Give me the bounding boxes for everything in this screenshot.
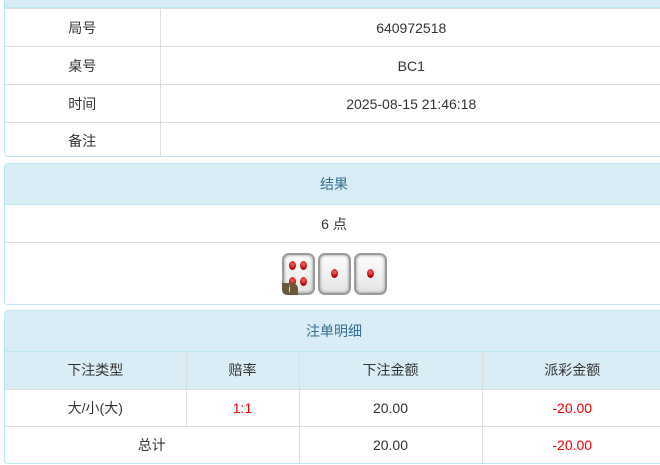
panel-header <box>5 0 660 8</box>
header-amount: 下注金额 <box>298 352 483 390</box>
die-pip <box>300 260 308 270</box>
table-row: 桌号 BC1 <box>5 46 660 85</box>
header-payout: 派彩金额 <box>481 352 660 390</box>
label-time: 时间 <box>5 84 161 123</box>
value-round: 640972518 <box>159 8 660 47</box>
bet-detail-title: 注单明细 <box>5 311 660 352</box>
total-payout: -20.00 <box>481 425 660 463</box>
die-4: i <box>281 252 315 295</box>
bet-payout: -20.00 <box>481 388 660 427</box>
round-info-table: 局号 640972518 桌号 BC1 时间 2025-08-15 21:46:18 … <box>5 8 660 156</box>
value-time: 2025-08-15 21:46:18 <box>159 84 660 123</box>
bet-amount: 20.00 <box>298 388 483 427</box>
table-row: 备注 <box>5 122 660 156</box>
label-round: 局号 <box>5 8 161 47</box>
die-pip <box>300 277 308 287</box>
bet-detail-panel: 注单明细 下注类型 赔率 下注金额 派彩金额 大/小(大) 1:1 20.00 … <box>4 310 660 464</box>
label-note: 备注 <box>5 122 161 156</box>
die-pip <box>288 277 296 287</box>
bet-type: 大/小(大) <box>5 388 187 427</box>
table-header-row: 下注类型 赔率 下注金额 派彩金额 <box>5 352 660 390</box>
bet-odds: 1:1 <box>185 388 300 427</box>
result-title: 结果 <box>5 164 660 205</box>
bet-table: 下注类型 赔率 下注金额 派彩金额 大/小(大) 1:1 20.00 -20.0… <box>5 352 660 463</box>
die-pip <box>366 269 374 278</box>
info-badge-icon[interactable]: i <box>281 282 298 295</box>
die-pip <box>288 260 296 270</box>
die-pip <box>330 269 338 278</box>
header-bet-type: 下注类型 <box>5 352 187 390</box>
table-row: 局号 640972518 <box>5 8 660 47</box>
header-odds: 赔率 <box>185 352 300 390</box>
result-points: 6 点 <box>5 205 660 243</box>
total-amount: 20.00 <box>298 425 483 463</box>
label-table: 桌号 <box>5 46 161 85</box>
die-1 <box>317 252 351 295</box>
value-note <box>159 122 660 156</box>
table-row: 大/小(大) 1:1 20.00 -20.00 <box>5 388 660 427</box>
dice-row: i <box>5 243 660 304</box>
round-info-panel: 局号 640972518 桌号 BC1 时间 2025-08-15 21:46:18 … <box>4 0 660 157</box>
total-label: 总计 <box>5 425 300 463</box>
table-row: 时间 2025-08-15 21:46:18 <box>5 84 660 123</box>
value-table: BC1 <box>159 46 660 85</box>
result-panel: 结果 6 点 i <box>4 163 660 305</box>
die-1 <box>353 252 387 295</box>
total-row: 总计 20.00 -20.00 <box>5 425 660 463</box>
